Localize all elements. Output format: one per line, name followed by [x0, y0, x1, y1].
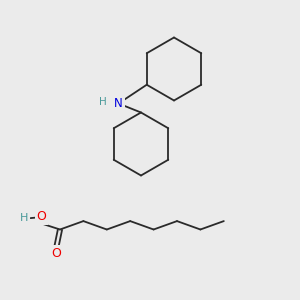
Text: N: N — [114, 97, 123, 110]
Text: H: H — [99, 97, 107, 107]
Text: H: H — [20, 213, 28, 223]
Text: O: O — [52, 247, 61, 260]
Text: O: O — [37, 210, 46, 224]
